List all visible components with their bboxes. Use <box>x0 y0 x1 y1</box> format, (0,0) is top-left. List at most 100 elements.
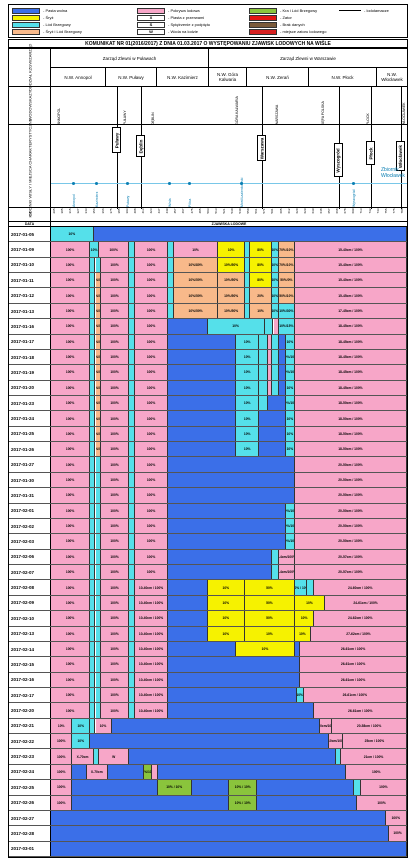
km-tick-label: 375 <box>108 208 113 214</box>
ice-segment: 100% <box>134 334 169 349</box>
gauge-box: Puławy <box>112 127 121 153</box>
ice-segment: 100% <box>134 518 169 534</box>
ice-segment: 100% <box>51 380 91 396</box>
legend-swatch <box>249 21 277 28</box>
ice-segment: 100% <box>100 687 130 703</box>
ice-segment: 10% <box>207 595 245 611</box>
ice-segment <box>245 257 251 273</box>
ice-segment <box>95 657 101 672</box>
ice-segment: 15-45cm / 100% <box>294 288 407 303</box>
ice-segment <box>90 565 96 580</box>
km-tick-label: 475 <box>189 208 194 214</box>
ice-segment: 10% <box>72 718 91 734</box>
ice-segment: 100% <box>100 565 130 580</box>
ice-segment: 100% <box>100 611 130 626</box>
row-date: 2017-02-13 <box>9 626 51 641</box>
ice-segment: 100% <box>134 411 169 426</box>
gauge-box: Płock <box>366 141 375 165</box>
ice-segment: 10% <box>207 319 265 334</box>
ice-segment <box>264 319 274 334</box>
ice-segment: 20-50cm / 100% <box>294 488 407 503</box>
gauge-label: WARSZAWA <box>275 104 279 125</box>
ice-segment: 10% <box>236 641 295 657</box>
table-row: 2017-01-24100%10%/0%100%100%10%10%18-50c… <box>9 411 407 427</box>
ice-segment: 100% <box>100 319 130 334</box>
km-tick-label: 786 <box>399 208 404 214</box>
ice-segment <box>168 687 297 703</box>
ice-segment <box>90 672 96 687</box>
ice-segment: 10%/50% <box>173 273 219 288</box>
ice-segment: 100% <box>134 396 169 411</box>
ice-segment: 100% <box>51 611 91 626</box>
ice-segment <box>90 288 96 303</box>
legend-label: - Brak danych <box>280 22 305 27</box>
ice-segment: 20-58cm / 100% <box>332 718 407 734</box>
ice-segment: 15-40cm / 100% <box>294 242 407 257</box>
nadzor-annopol: N.W. Annopol <box>51 68 106 87</box>
row-date: 2017-01-19 <box>9 365 51 380</box>
row-date: 2017-01-27 <box>9 457 51 472</box>
ice-segment <box>273 319 279 334</box>
ice-segment <box>90 488 96 503</box>
gauge-box: Warszawa <box>257 135 266 161</box>
ice-segment: 10% <box>294 595 326 611</box>
ice-segment <box>259 442 286 457</box>
ice-segment: 100% <box>134 380 169 396</box>
ice-segment: 100% <box>134 457 169 472</box>
ice-segment: 100% <box>51 503 91 518</box>
nadzor-kazimierz: N.W. Kazimierz <box>157 68 209 87</box>
ice-segment: 100% <box>51 565 91 580</box>
km-tick-label: 713 <box>359 208 364 214</box>
ice-segment <box>257 795 358 810</box>
legend-swatch <box>249 14 277 21</box>
ice-segment: 10% <box>207 611 245 626</box>
ice-segment <box>95 257 101 273</box>
place-marker <box>95 182 98 185</box>
nadzor-zeran: N.W. Zerań <box>247 68 309 87</box>
row-date: 2017-02-20 <box>9 703 51 718</box>
km-tick-label: 699 <box>351 208 356 214</box>
ice-segment <box>129 488 135 503</box>
ice-segment: 18-45cm / 100% <box>294 349 407 365</box>
ice-segment <box>168 349 237 365</box>
ice-segment: 100% <box>100 380 130 396</box>
row-date: 2017-02-23 <box>9 749 51 764</box>
km-tick-label: 678 <box>343 208 348 214</box>
ice-segment: 10%/0% <box>95 319 101 334</box>
ice-segment: 10% / 10% <box>294 580 308 595</box>
row-date: 2017-01-11 <box>9 273 51 288</box>
ice-segment <box>90 334 96 349</box>
ice-segment: 100% <box>357 795 407 810</box>
ice-segment: 10% <box>72 734 91 749</box>
legend-swatch <box>249 28 277 35</box>
row-date: 2017-01-10 <box>9 257 51 273</box>
ice-segment: 10% <box>51 718 73 734</box>
table-row: 2017-02-23 100% X-70cm W 21cm / 100% <box>9 749 407 765</box>
ice-segment <box>95 549 101 565</box>
legend-swatch <box>339 10 361 11</box>
ice-segment: 10%/0% <box>95 334 101 349</box>
row-label-odcinki: ODCINKI WISŁY / MIEJSCA CHARAKTERYSTYCZN… <box>9 118 51 216</box>
ice-segment: 10%/0% <box>95 365 101 380</box>
ice-segment: 10%/10% <box>285 518 295 534</box>
ice-segment: 100% <box>346 764 407 780</box>
legend-item: - Kra i Lód Brzegowy <box>249 7 317 14</box>
table-row: 2017-02-10 100% 100% 10-40cm / 100% 10% 50% 10… <box>9 611 407 627</box>
place-marker <box>168 182 171 185</box>
ice-segment <box>168 242 174 257</box>
ice-segment <box>129 426 135 442</box>
ice-segment: 10% <box>285 411 295 426</box>
ice-segment: X-10cm/100% <box>319 718 333 734</box>
ice-segment: X-4cm/100% <box>278 549 295 565</box>
ice-segment: 10% <box>294 626 311 641</box>
date-column-header: DATA <box>9 222 51 226</box>
table-row: 2017-01-19100%10%/0%100%100%10%10%/10%18… <box>9 365 407 381</box>
ice-segment: 24-61cm / 100% <box>325 595 407 611</box>
ice-segment: 100% <box>51 657 91 672</box>
ice-segment: 100% <box>134 349 169 365</box>
ice-segment <box>90 718 96 734</box>
ice-segment <box>168 518 286 534</box>
ice-segment: 10-40cm / 100% <box>134 626 169 641</box>
km-tick-label: 366 <box>100 208 105 214</box>
